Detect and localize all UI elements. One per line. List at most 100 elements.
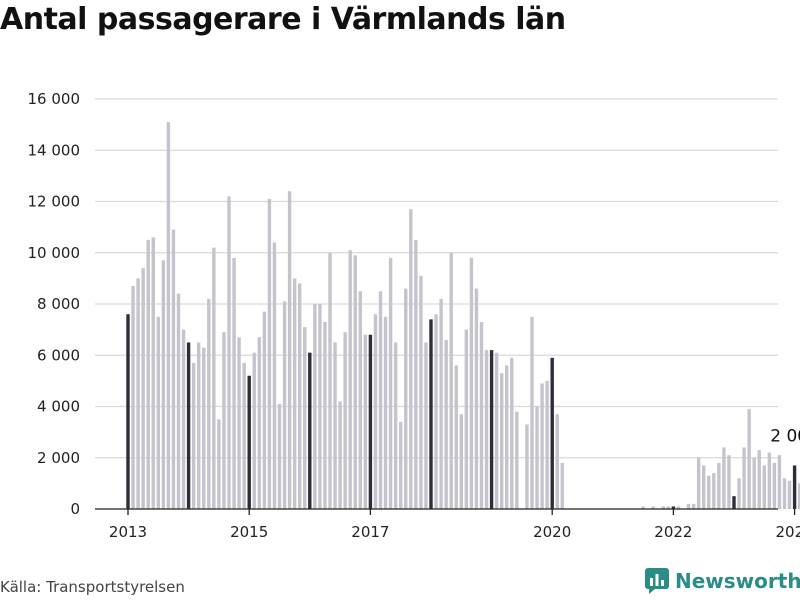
bar xyxy=(696,457,701,509)
x-tick-label: 2020 xyxy=(533,523,571,541)
annotation: 2 002 xyxy=(770,427,800,447)
bar xyxy=(378,291,383,509)
bar xyxy=(515,411,519,509)
bar xyxy=(661,506,665,509)
chart-title: Antal passagerare i Värmlands län xyxy=(0,2,566,37)
bar xyxy=(126,314,130,509)
bar xyxy=(252,352,256,509)
bar xyxy=(338,401,342,509)
bar xyxy=(136,278,140,509)
bar xyxy=(181,329,186,509)
bar xyxy=(277,403,282,509)
bar xyxy=(777,455,782,509)
bar xyxy=(535,406,539,509)
bar xyxy=(641,506,645,509)
bar xyxy=(166,122,171,509)
bar xyxy=(702,465,706,509)
bar xyxy=(489,350,494,509)
bar xyxy=(227,196,231,509)
bar xyxy=(434,314,438,509)
bar xyxy=(348,250,352,509)
bar xyxy=(368,334,373,509)
bar xyxy=(676,506,681,509)
bar xyxy=(318,304,322,509)
bar xyxy=(151,237,155,509)
bar xyxy=(388,257,393,509)
bar xyxy=(555,414,559,509)
bars xyxy=(126,122,800,509)
bar xyxy=(171,229,176,509)
bar xyxy=(686,503,691,509)
bar xyxy=(484,350,489,509)
bar xyxy=(550,357,554,509)
bar xyxy=(287,191,292,509)
bar xyxy=(232,257,236,509)
bar xyxy=(303,327,307,509)
bar xyxy=(323,321,327,509)
bar xyxy=(666,506,671,509)
bar xyxy=(464,329,469,509)
newsworthy-icon xyxy=(645,568,669,594)
bar xyxy=(217,419,221,509)
bar xyxy=(313,304,317,509)
y-tick-label: 4 000 xyxy=(37,398,80,416)
x-tick-label: 2024 xyxy=(776,523,800,541)
bar xyxy=(540,383,544,509)
bar xyxy=(722,447,726,509)
bar xyxy=(161,260,166,509)
bar xyxy=(545,380,549,509)
bar xyxy=(737,478,741,509)
bar xyxy=(191,362,196,509)
bar xyxy=(560,462,564,509)
bar xyxy=(212,247,216,509)
bar xyxy=(757,450,761,509)
bar xyxy=(131,286,135,509)
bar xyxy=(393,342,398,509)
bar xyxy=(272,242,277,509)
bar xyxy=(474,288,479,509)
bar xyxy=(454,365,458,509)
bar xyxy=(449,252,453,509)
bar xyxy=(328,252,332,509)
bar xyxy=(333,342,337,509)
bar xyxy=(797,483,800,509)
bar xyxy=(363,334,368,509)
bar xyxy=(146,239,150,509)
bar xyxy=(429,319,433,509)
x-tick-label: 2015 xyxy=(230,523,268,541)
bar xyxy=(742,447,746,509)
bar xyxy=(404,288,408,509)
y-tick-label: 2 000 xyxy=(37,449,80,467)
bar xyxy=(419,275,423,509)
bar xyxy=(505,365,509,509)
bar xyxy=(308,352,312,509)
brand-logo: Newsworthy xyxy=(645,568,800,594)
bar xyxy=(792,465,797,509)
bar-chart: 0 2 000 4 000 6 000 8 000 10 000 12 000 14 000 1… xyxy=(28,90,800,541)
bar xyxy=(237,337,241,509)
bar xyxy=(772,462,777,509)
bar xyxy=(752,457,756,509)
bar xyxy=(353,255,357,509)
bar xyxy=(762,465,766,509)
bar xyxy=(292,278,297,509)
x-tick-label: 2017 xyxy=(351,523,389,541)
bar xyxy=(459,414,463,509)
bar xyxy=(202,347,206,509)
latest-value-label: 2 002 xyxy=(770,427,800,447)
bar xyxy=(409,209,413,509)
bar xyxy=(732,496,736,509)
bar xyxy=(298,283,302,509)
bar xyxy=(727,455,731,509)
bar xyxy=(257,337,261,509)
y-tick-label: 14 000 xyxy=(28,141,81,159)
y-tick-label: 6 000 xyxy=(37,346,80,364)
bar xyxy=(671,506,676,509)
bar xyxy=(767,452,772,509)
bar xyxy=(176,293,181,509)
bar xyxy=(141,268,145,509)
y-tick-label: 0 xyxy=(70,500,80,518)
bar xyxy=(383,316,388,509)
bar xyxy=(247,375,251,509)
bar xyxy=(439,298,443,509)
